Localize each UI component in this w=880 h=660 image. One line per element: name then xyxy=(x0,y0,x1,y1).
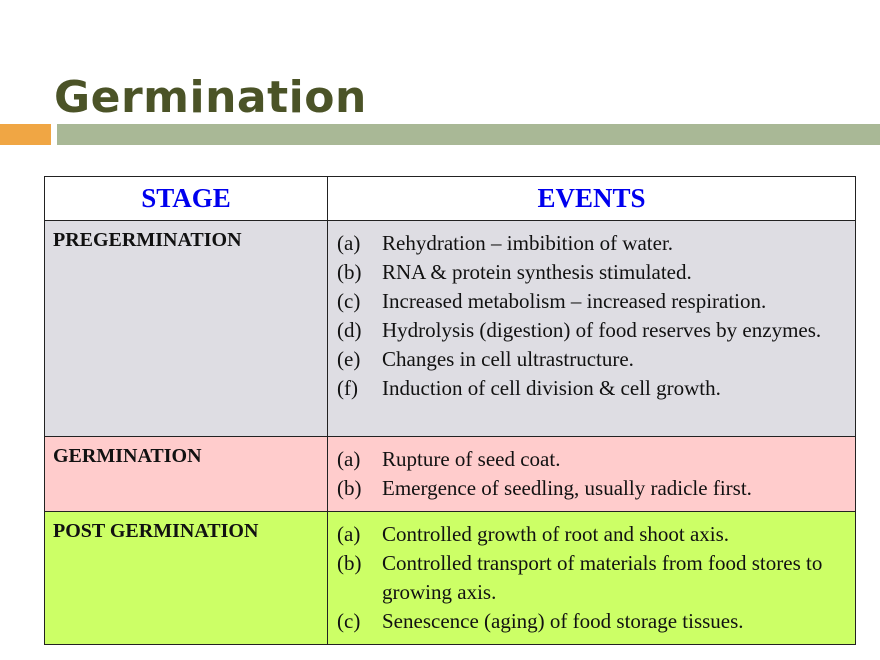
event-label: (c) xyxy=(337,289,361,313)
stage-cell: GERMINATION xyxy=(44,436,328,512)
event-item: (a) Controlled growth of root and shoot a… xyxy=(337,520,847,549)
event-item: (a) Rehydration – imbibition of water. xyxy=(337,229,847,258)
events-cell: (a) Rupture of seed coat. (b) Emergence of … xyxy=(327,436,856,512)
table-row: POST GERMINATION (a) Controlled growth of … xyxy=(44,511,856,645)
event-item: (f) Induction of cell division & cell gro… xyxy=(337,374,847,403)
accent-bar-orange xyxy=(0,124,51,145)
event-item: (c) Increased metabolism – increased resp… xyxy=(337,287,847,316)
event-text: Controlled growth of root and shoot axis… xyxy=(382,522,730,546)
table-row: GERMINATION (a) Rupture of seed coat. (b) Em… xyxy=(44,436,856,512)
header-events: EVENTS xyxy=(327,176,856,221)
event-item: (b) Emergence of seedling, usually radicl… xyxy=(337,474,847,503)
slide-title: Germination xyxy=(54,72,367,123)
event-label: (b) xyxy=(337,260,362,284)
event-text: Hydrolysis (digestion) of food reserves … xyxy=(382,318,822,342)
events-cell: (a) Rehydration – imbibition of water. (b)… xyxy=(327,220,856,437)
event-item: (d) Hydrolysis (digestion) of food reserv… xyxy=(337,316,847,345)
event-item: (a) Rupture of seed coat. xyxy=(337,445,847,474)
event-item: (b) RNA & protein synthesis stimulated. xyxy=(337,258,847,287)
event-label: (b) xyxy=(337,476,362,500)
event-text: Induction of cell division & cell growth… xyxy=(382,376,721,400)
event-label: (f) xyxy=(337,376,358,400)
table-header-row: STAGE EVENTS xyxy=(44,176,856,221)
event-text: Rehydration – imbibition of water. xyxy=(382,231,674,255)
event-label: (b) xyxy=(337,551,362,575)
event-item: (e) Changes in cell ultrastructure. xyxy=(337,345,847,374)
event-text: RNA & protein synthesis stimulated. xyxy=(382,260,692,284)
accent-bar-green xyxy=(57,124,880,145)
table-row: PREGERMINATION (a) Rehydration – imbibitio… xyxy=(44,220,856,437)
germination-stages-table: STAGE EVENTS PREGERMINATION (a) Rehydratio… xyxy=(44,176,856,645)
event-label: (a) xyxy=(337,447,361,471)
event-text: Senescence (aging) of food storage tissu… xyxy=(382,609,744,633)
event-text: Rupture of seed coat. xyxy=(382,447,561,471)
event-item: (b) Controlled transport of materials fro… xyxy=(337,549,847,607)
event-text: Emergence of seedling, usually radicle f… xyxy=(382,476,752,500)
event-label: (d) xyxy=(337,318,362,342)
event-label: (a) xyxy=(337,231,361,255)
stage-cell: POST GERMINATION xyxy=(44,511,328,645)
event-label: (e) xyxy=(337,347,361,371)
event-label: (a) xyxy=(337,522,361,546)
events-cell: (a) Controlled growth of root and shoot a… xyxy=(327,511,856,645)
event-item: (c) Senescence (aging) of food storage ti… xyxy=(337,607,847,636)
event-text: Controlled transport of materials from f… xyxy=(382,551,823,604)
event-label: (c) xyxy=(337,609,361,633)
event-text: Increased metabolism – increased respira… xyxy=(382,289,767,313)
stage-cell: PREGERMINATION xyxy=(44,220,328,437)
event-text: Changes in cell ultrastructure. xyxy=(382,347,634,371)
header-stage: STAGE xyxy=(44,176,328,221)
